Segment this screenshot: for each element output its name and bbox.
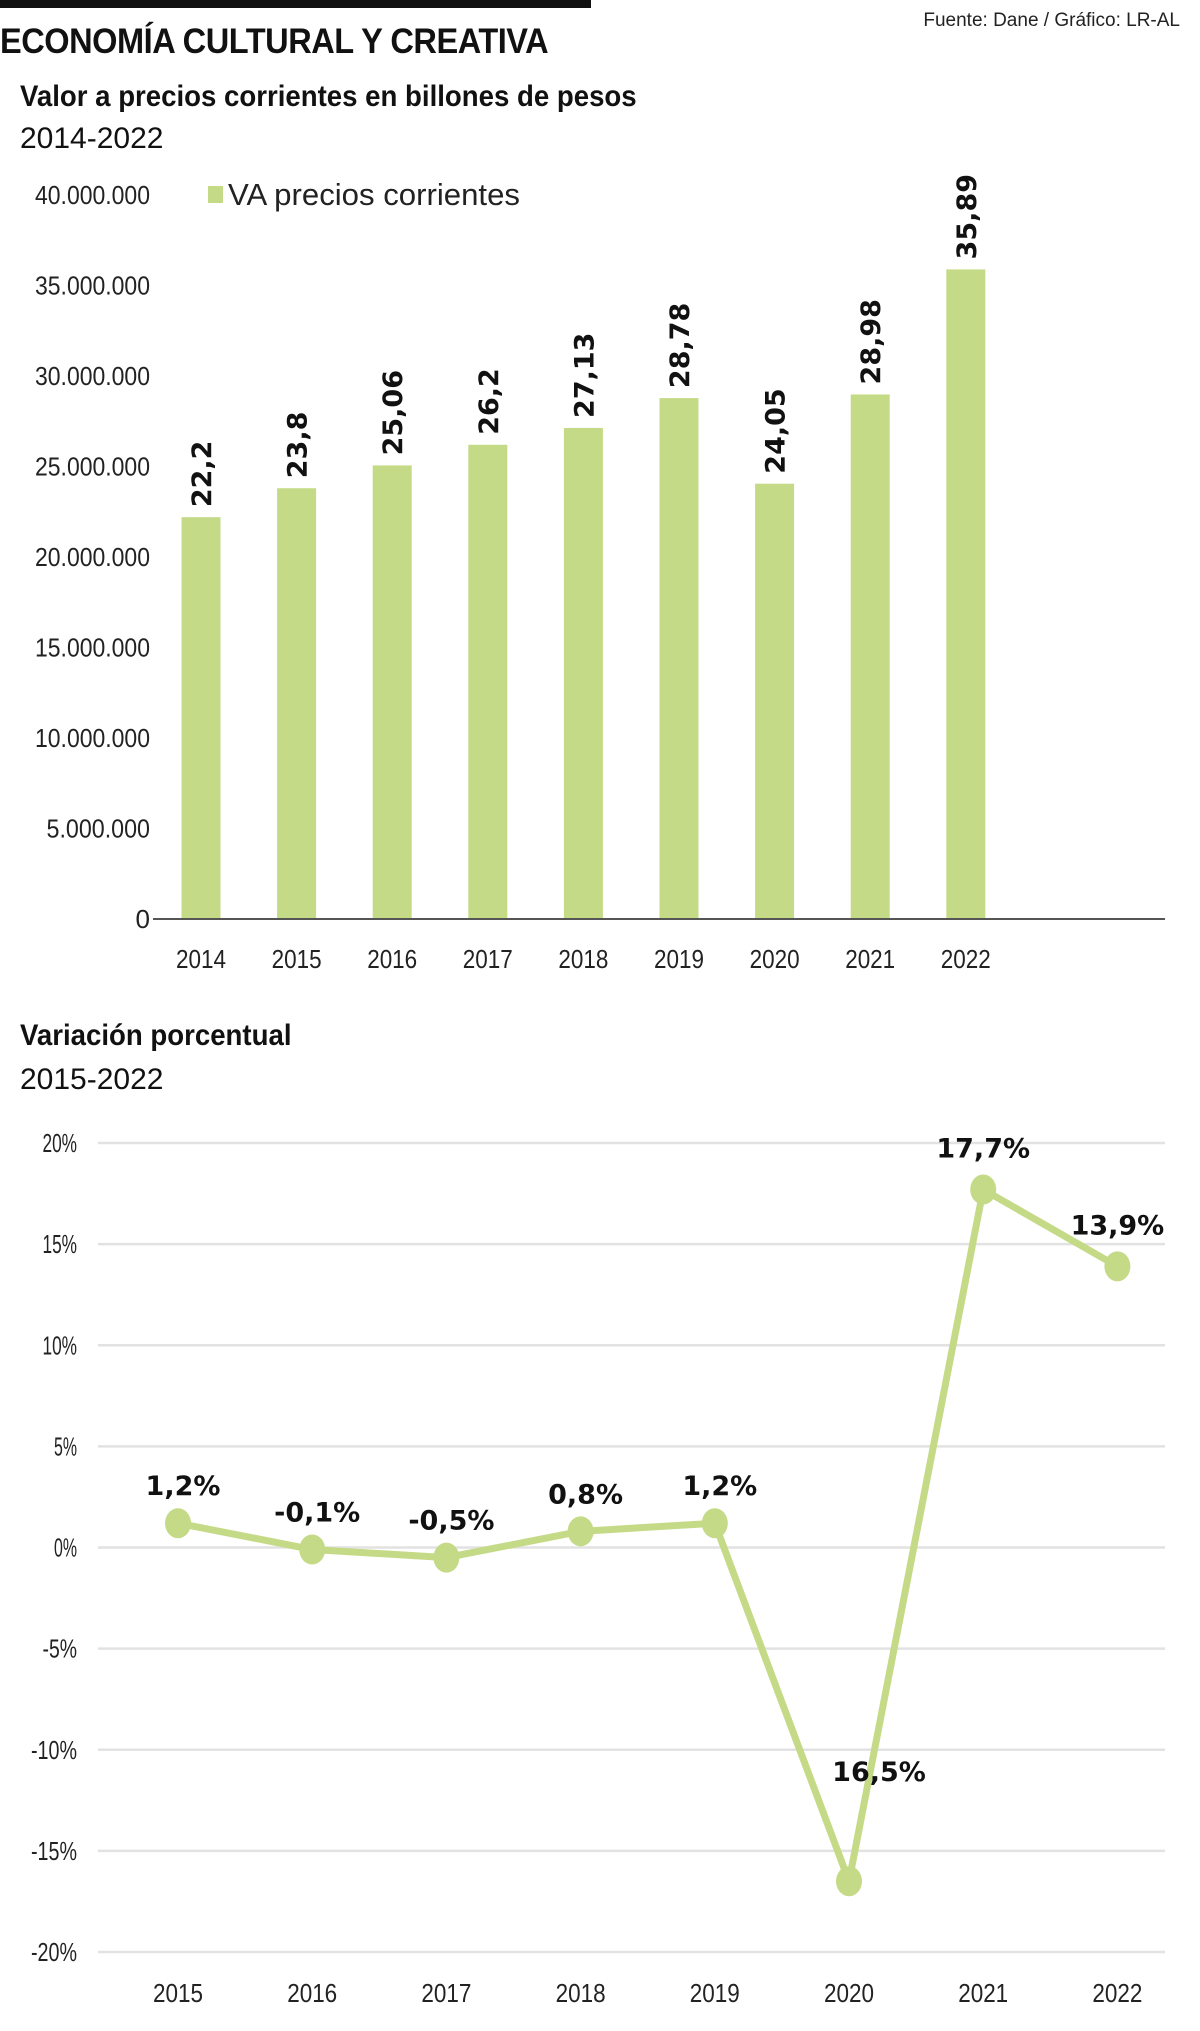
bar-data-label: 24,05 [761, 388, 792, 473]
line-chart-title: Variación porcentual [20, 1019, 292, 1052]
data-point [836, 1866, 862, 1897]
bar-data-label: 26,2 [474, 368, 505, 435]
x-tick-label: 2018 [556, 1978, 606, 2008]
bar-data-label: 27,13 [569, 333, 600, 418]
x-tick-label: 2022 [941, 944, 991, 974]
bar [372, 465, 412, 919]
y-tick-label: 15% [43, 1229, 78, 1259]
data-point [1104, 1251, 1131, 1282]
bar-chart-title: Valor a precios corrientes en billones d… [20, 80, 637, 113]
y-tick-label: 20% [43, 1128, 78, 1158]
x-tick-label: 2018 [558, 944, 608, 974]
y-tick-label: 5.000.000 [47, 814, 151, 844]
x-tick-label: 2014 [176, 944, 226, 974]
y-tick-label: 0 [136, 904, 150, 934]
y-tick-label: 35.000.000 [35, 271, 150, 301]
bar-data-label: 25,06 [378, 370, 409, 455]
x-tick-label: 2019 [654, 944, 704, 974]
bar [755, 483, 795, 919]
point-data-label: 1,2% [682, 1471, 757, 1502]
y-tick-label: 10% [43, 1330, 78, 1360]
x-tick-label: 2019 [690, 1978, 740, 2008]
bar-data-label: 28,78 [665, 303, 696, 388]
y-tick-label: 5% [54, 1431, 77, 1461]
data-point [165, 1508, 191, 1539]
x-tick-label: 2020 [750, 944, 800, 974]
x-tick-label: 2015 [272, 944, 322, 974]
bar [563, 427, 603, 919]
y-tick-label: 10.000.000 [35, 723, 150, 753]
y-tick-label: 15.000.000 [35, 633, 150, 663]
x-tick-label: 2021 [845, 944, 895, 974]
bar [946, 269, 986, 919]
bar-data-label: 35,89 [952, 174, 983, 259]
y-tick-label: 20.000.000 [35, 542, 150, 572]
point-data-label: 1,2% [146, 1471, 221, 1502]
point-data-label: 13,9% [1071, 1210, 1165, 1241]
legend-swatch [208, 186, 223, 203]
x-tick-label: 2016 [287, 1978, 337, 2008]
x-tick-label: 2017 [421, 1978, 471, 2008]
line-chart-subtitle: 2015-2022 [20, 1063, 164, 1096]
page-title: ECONOMÍA CULTURAL Y CREATIVA [0, 22, 549, 61]
series-line [177, 1186, 1120, 1885]
bar [181, 517, 221, 919]
point-data-label: 16,5% [832, 1757, 926, 1788]
bar [850, 394, 890, 919]
y-tick-label: 40.000.000 [35, 180, 150, 210]
y-tick-label: -5% [43, 1634, 78, 1664]
bar-chart-subtitle: 2014-2022 [20, 122, 164, 155]
y-tick-label: 0% [54, 1533, 77, 1563]
x-tick-label: 2021 [958, 1978, 1008, 2008]
data-point [970, 1174, 997, 1205]
bar-data-label: 23,8 [283, 412, 314, 479]
x-tick-label: 2022 [1092, 1978, 1142, 2008]
legend-label: VA precios corrientes [228, 177, 520, 212]
y-tick-label: 30.000.000 [35, 361, 150, 391]
x-tick-label: 2020 [824, 1978, 874, 2008]
point-data-label: -0,5% [408, 1506, 494, 1537]
data-point [567, 1516, 594, 1547]
x-tick-label: 2015 [153, 1978, 203, 2008]
point-data-label: -0,1% [274, 1498, 360, 1529]
bar [277, 488, 317, 919]
bar [659, 398, 699, 919]
source-credit: Fuente: Dane / Gráfico: LR-AL [923, 10, 1180, 31]
point-data-label: 0,8% [548, 1479, 623, 1510]
y-tick-label: -20% [31, 1937, 77, 1967]
top-rule [0, 0, 591, 8]
bar-data-label: 28,98 [856, 299, 887, 384]
data-point [433, 1542, 460, 1573]
x-tick-label: 2016 [367, 944, 417, 974]
y-tick-label: -10% [31, 1735, 77, 1765]
data-point [299, 1534, 326, 1565]
y-tick-label: 25.000.000 [35, 452, 150, 482]
point-data-label: 17,7% [936, 1134, 1030, 1165]
bar [468, 444, 508, 919]
y-tick-label: -15% [31, 1836, 77, 1866]
bar-data-label: 22,2 [187, 441, 218, 508]
data-point [701, 1508, 728, 1539]
x-tick-label: 2017 [463, 944, 513, 974]
